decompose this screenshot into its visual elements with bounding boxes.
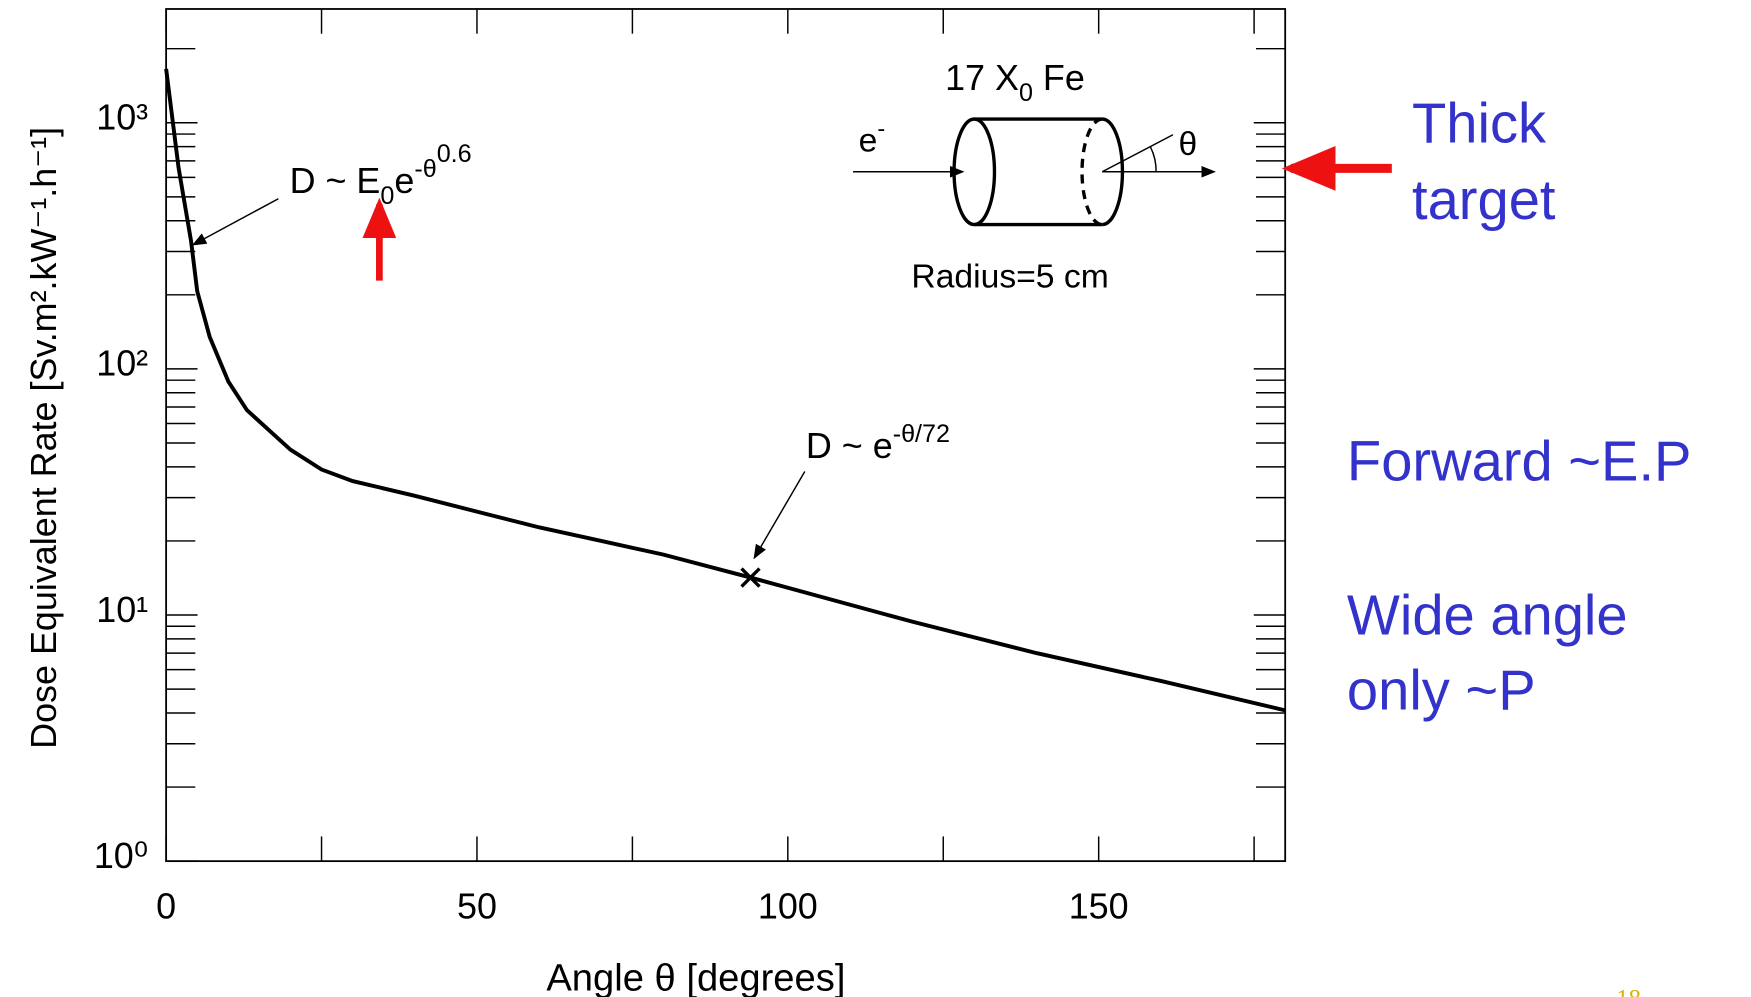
x-tick-label: 150 — [1069, 885, 1129, 926]
target-diagram — [853, 117, 1216, 227]
annotation-part: -θ/72 — [893, 420, 950, 448]
plot-frame — [165, 8, 1287, 863]
annotation-part: 0.6 — [437, 141, 472, 169]
radius-label: Radius=5 cm — [911, 258, 1108, 295]
inset-title-part: 0 — [1019, 79, 1033, 107]
annotation-part: -θ — [414, 155, 436, 183]
annotation-part: D ~ E — [290, 160, 381, 201]
x-tick-label: 100 — [758, 885, 818, 926]
note: Wide angle — [1347, 583, 1628, 646]
y-tick-label: 10³ — [96, 97, 148, 138]
note: Thick — [1412, 92, 1547, 155]
curve — [164, 68, 1286, 713]
inset-title: 17 X0 Fe — [945, 57, 1085, 107]
annotation-arrow — [191, 198, 279, 246]
annotation-arrow — [753, 471, 806, 560]
annotation-part: D ~ e — [806, 425, 893, 466]
annotation-part: 0 — [380, 182, 394, 210]
annotation-part: e — [394, 160, 414, 201]
x-tick-label: 50 — [457, 885, 497, 926]
x-tick-label: 0 — [156, 885, 176, 926]
note: Forward ~E.P — [1347, 430, 1692, 493]
inset-title-part: 17 X — [945, 57, 1019, 98]
x-axis-label: Angle θ [degrees] — [546, 956, 845, 997]
y-tick-label: 10¹ — [96, 589, 148, 630]
y-tick-label: 10² — [96, 343, 148, 384]
point-marker — [740, 567, 761, 588]
beam-label: e- — [859, 115, 886, 159]
page-number: 18 — [1616, 985, 1641, 997]
inset-title-part: Fe — [1033, 57, 1085, 98]
y-tick-label: 10⁰ — [94, 835, 148, 876]
y-axis-label: Dose Equivalent Rate [Sv.m².kW⁻¹.h⁻¹] — [23, 127, 64, 749]
annotation: D ~ E0e-θ0.6 — [290, 141, 472, 210]
beam-label-part: - — [877, 115, 885, 141]
annotation: D ~ e-θ/72 — [806, 420, 950, 466]
note: only ~P — [1347, 659, 1536, 722]
beam-label-part: e — [859, 123, 878, 160]
angle-label: θ — [1179, 126, 1198, 163]
note: target — [1412, 168, 1556, 231]
